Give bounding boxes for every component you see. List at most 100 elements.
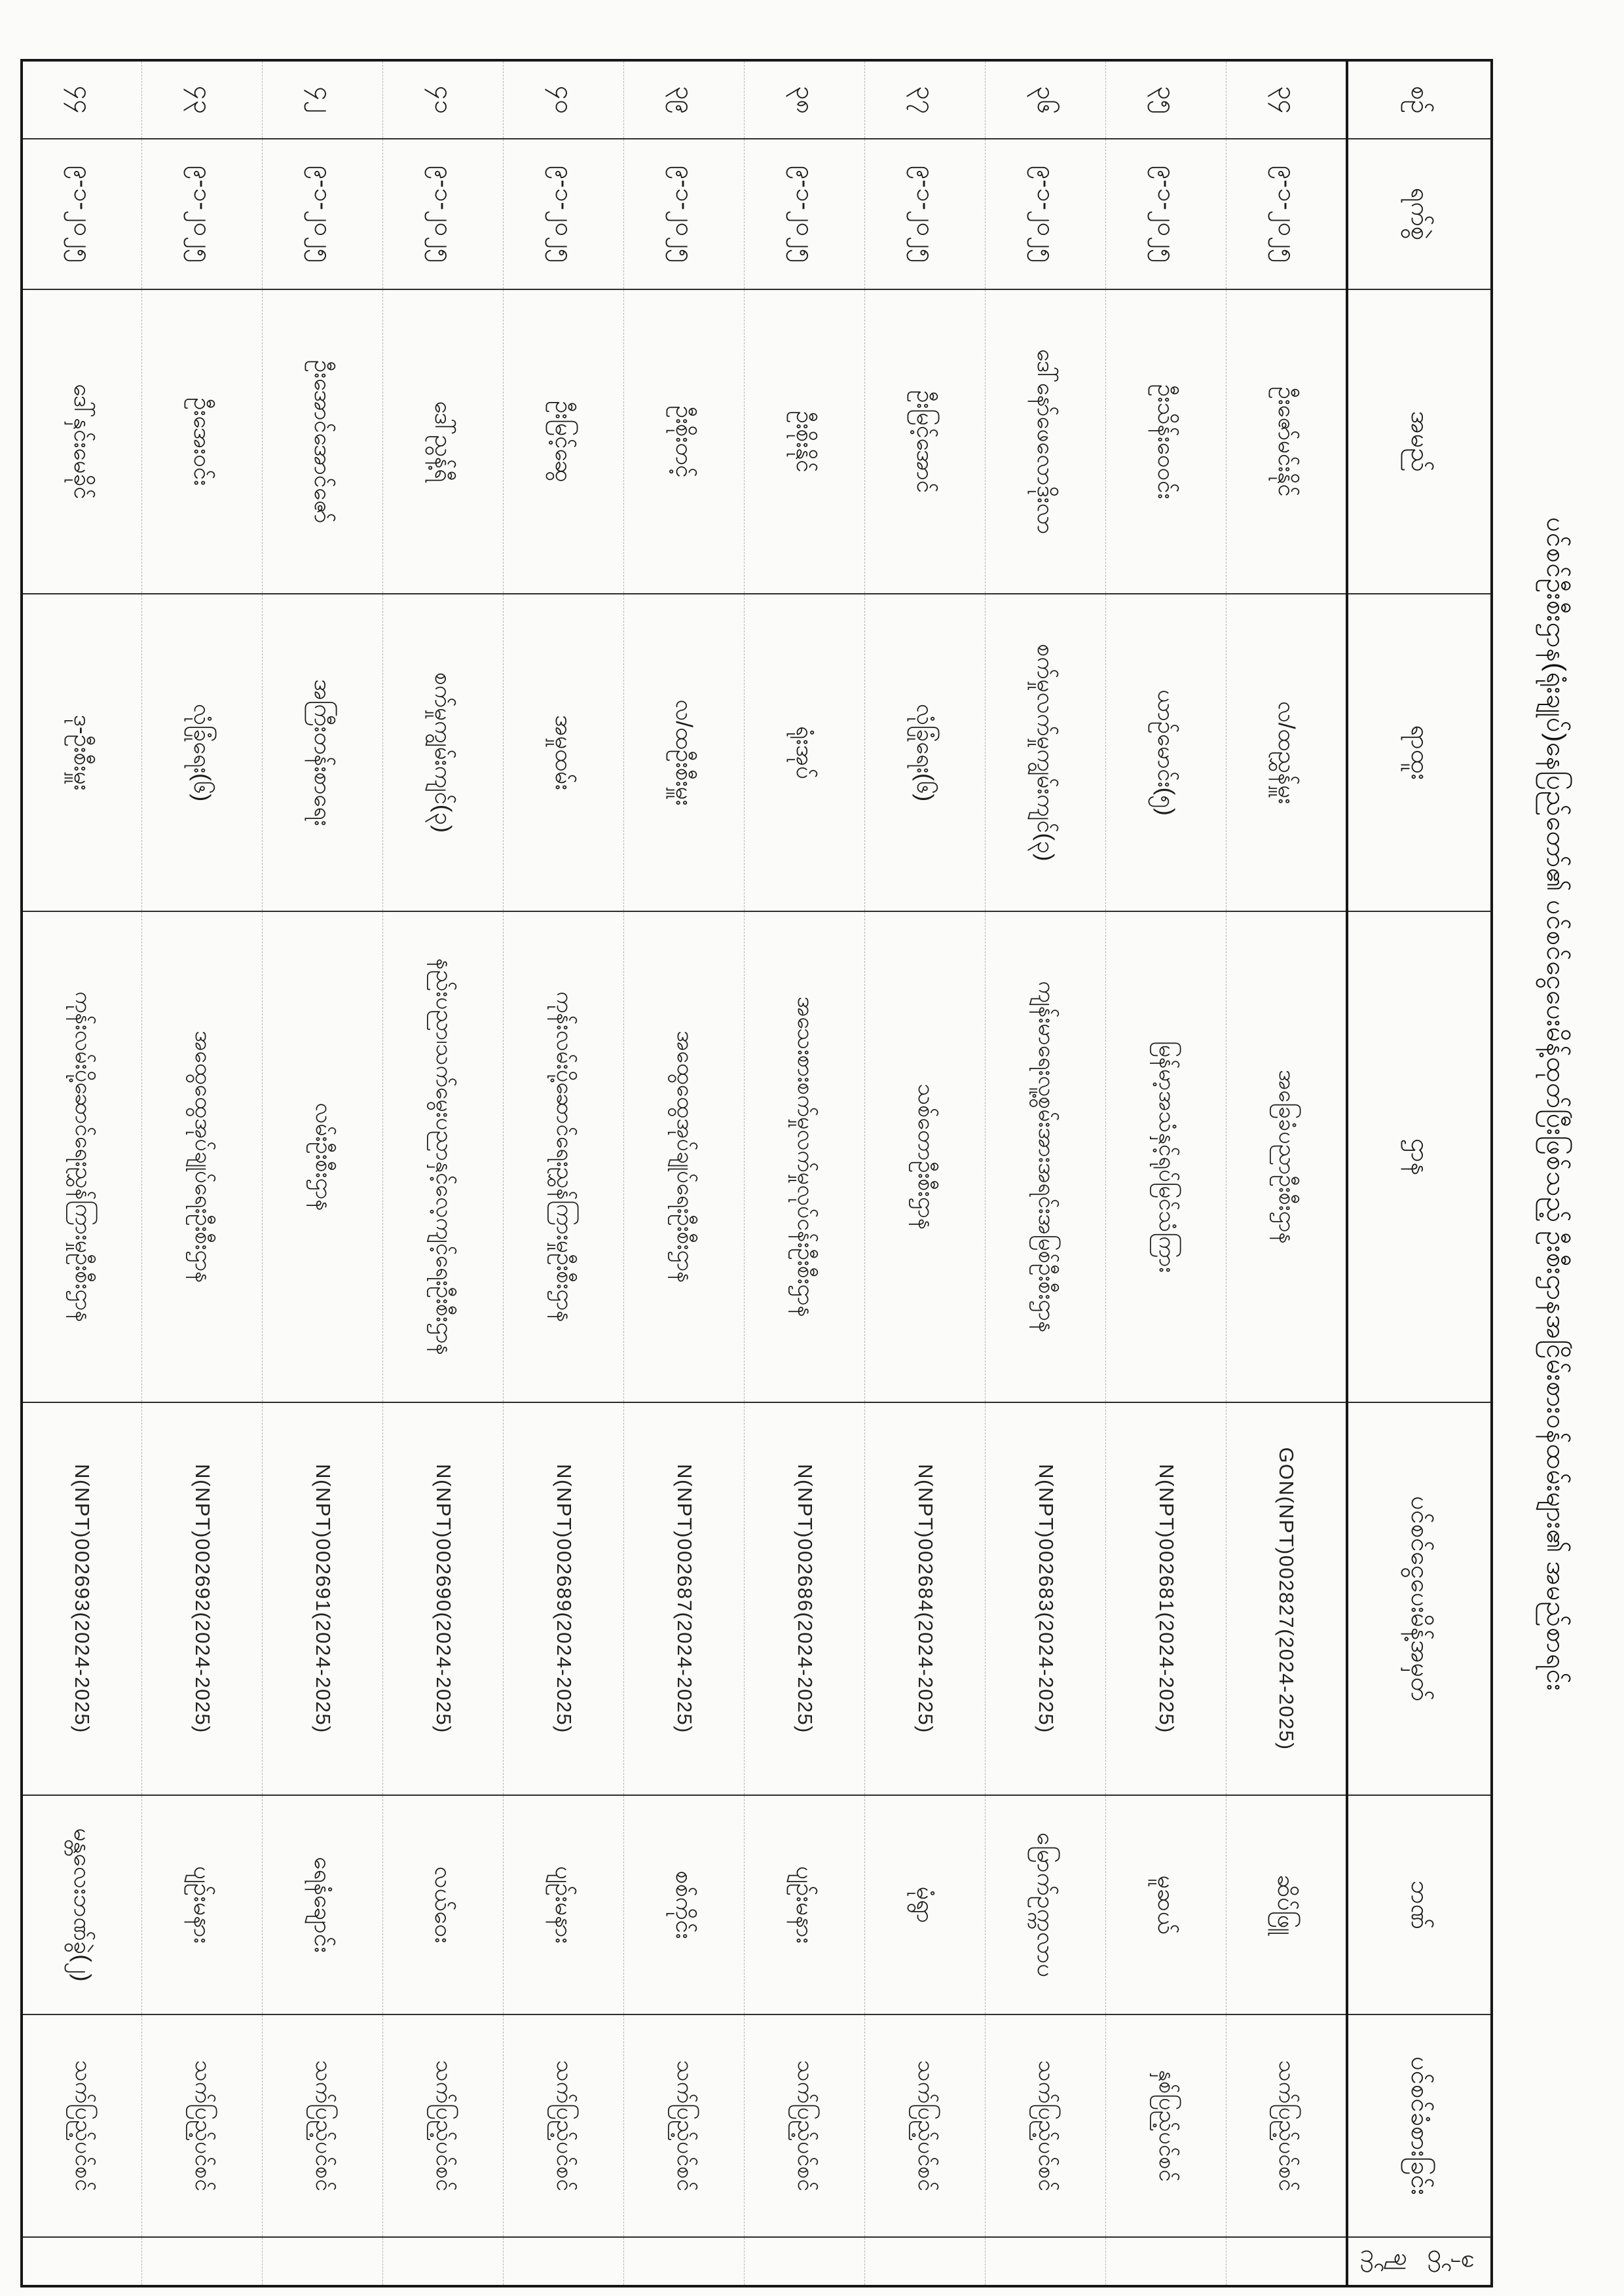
document-title: ပင်စင်ဦးစီးဌာန(ရုံးချုပ်)နေပြည်တော်၏ ပင်…	[1541, 517, 1570, 1692]
cell-type: သက်ပြည့်ပင်စင်	[864, 2014, 986, 2237]
cell-type: သက်ပြည့်ပင်စင်	[985, 2014, 1106, 2237]
cell-date: ၉-၁-၂၀၂၅	[1226, 139, 1347, 289]
cell-type: နှစ်ပြည့်ပင်စင်	[1105, 2014, 1227, 2237]
table-row: ၄၀ ၉-၁-၂၀၂၅ ဦးမြင့်ဆွေ အမှုထမ်း ကုန်းလမ်းပို…	[503, 60, 624, 2286]
cell-no: ၄၀	[503, 60, 624, 139]
table-header: စဉ် ရက်စွဲ အမည် ရာထူး ဌာန ပင်စင်ငွေပေးမိန့်အမ…	[1346, 60, 1492, 2286]
cell-bank: မုံရွာ	[864, 1795, 986, 2014]
cell-position: စက်မှုကျွမ်းကျင်(၃)	[382, 594, 504, 911]
cell-order_no: N(NPT)002690(2024-2025)	[382, 1402, 504, 1795]
table-wrapper: စဉ် ရက်စွဲ အမည် ရာထူး ဌာန ပင်စင်ငွေပေးမိန့်အမ…	[20, 59, 1493, 2287]
column-header-dept: ဌာန	[1346, 911, 1492, 1402]
column-header-no: စဉ်	[1346, 60, 1492, 139]
cell-dept: အခြေခံပညာဦးစီးဌာန	[1226, 911, 1347, 1402]
cell-bank: ပျဉ်းမနား	[141, 1795, 263, 2014]
cell-date: ၉-၁-၂၀၂၅	[503, 139, 624, 289]
table-row: ၄၃ ၉-၁-၂၀၂၅ ဦးအေးဝင်း လုံခြုံရေး(၆) အထွေထွေအ…	[141, 60, 263, 2286]
cell-type: သက်ပြည့်ပင်စင်	[1226, 2014, 1347, 2237]
cell-remark	[382, 2237, 504, 2286]
column-header-date: ရက်စွဲ	[1346, 139, 1492, 289]
cell-order_no: N(NPT)002687(2024-2025)	[623, 1402, 745, 1795]
cell-no: ၃၆	[985, 60, 1106, 139]
cell-bank: စစ်ကိုင်း	[623, 1795, 745, 2014]
cell-bank: မူဆယ်	[1105, 1795, 1227, 2014]
cell-type: သက်ပြည့်ပင်စင်	[503, 2014, 624, 2237]
cell-remark	[1105, 2237, 1227, 2286]
cell-date: ၉-၁-၂၀၂၅	[262, 139, 383, 289]
cell-dept: ကုန်းလမ်းပို့ဆောင်ရေးညွှန်ကြားမှုဦးစီးဌာ…	[503, 911, 624, 1402]
cell-no: ၄၂	[262, 60, 383, 139]
cell-type: သက်ပြည့်ပင်စင်	[262, 2014, 383, 2237]
cell-order_no: N(NPT)002681(2024-2025)	[1105, 1402, 1227, 1795]
cell-bank: ဆိပ်ဖြူ	[1226, 1795, 1347, 2014]
cell-dept: မြန်မာ့အသံနှင့်ရုပ်မြင်သံကြား	[1105, 911, 1227, 1402]
cell-no: ၃၉	[623, 60, 745, 139]
cell-date: ၉-၁-၂၀၂၅	[864, 139, 986, 289]
cell-type: သက်ပြည့်ပင်စင်	[141, 2014, 263, 2237]
cell-remark	[623, 2237, 745, 2286]
cell-date: ၉-၁-၂၀၂၅	[985, 139, 1106, 289]
cell-remark	[262, 2237, 383, 2286]
cell-name: ဦးစိုးတင့်	[623, 289, 745, 594]
cell-bank: ပျဉ်းမနား	[744, 1795, 865, 2014]
cell-dept: လမ်းဦးစီးဌာန	[262, 911, 383, 1402]
cell-order_no: N(NPT)002692(2024-2025)	[141, 1402, 263, 1795]
cell-type: သက်ပြည့်ပင်စင်	[382, 2014, 504, 2237]
pension-table: စဉ် ရက်စွဲ အမည် ရာထူး ဌာန ပင်စင်ငွေပေးမိန့်အမ…	[20, 59, 1493, 2287]
cell-name: ဦးမြင့်ဆွေ	[503, 289, 624, 594]
column-header-name: အမည်	[1346, 289, 1492, 594]
cell-bank: လယ်ဝေး	[382, 1795, 504, 2014]
cell-remark	[1226, 2237, 1347, 2286]
cell-date: ၉-၁-၂၀၂၅	[623, 139, 745, 289]
cell-name: ဒေါ်နှင်းမေခိုင်	[21, 289, 142, 594]
cell-order_no: N(NPT)002683(2024-2025)	[985, 1402, 1106, 1795]
cell-type: သက်ပြည့်ပင်စင်	[21, 2014, 142, 2237]
cell-name: ဦးသိန်းဝေဝင်း	[1105, 289, 1227, 594]
cell-name: ဦးစိုးနိုင်	[744, 289, 865, 594]
cell-order_no: N(NPT)002693(2024-2025)	[21, 1402, 142, 1795]
cell-name: ဦးမြင့်အောင်	[864, 289, 986, 594]
cell-order_no: N(NPT)002684(2024-2025)	[864, 1402, 986, 1795]
cell-type: သက်ပြည့်ပင်စင်	[744, 2014, 865, 2237]
table-row: ၃၅ ၉-၁-၂၀၂၅ ဦးသိန်းဝေဝင်း ယာဉ်မောင်း(၅) မြန်…	[1105, 60, 1227, 2286]
table-row: ၄၁ ၉-၁-၂၀၂၅ ဒေါ်ညွန့်ရီ စက်မှုကျွမ်းကျင်(၃)…	[382, 60, 504, 2286]
table-row: ၄၄ ၉-၁-၂၀၂၅ ဒေါ်နှင်းမေခိုင် ဒု-ဦးစီးမှူး ကု…	[21, 60, 142, 2286]
cell-bank: ရေနံချောင်း	[262, 1795, 383, 2014]
cell-position: ဒု-ဦးစီးမှူး	[21, 594, 142, 911]
cell-no: ၃၅	[1105, 60, 1227, 139]
cell-dept: အထွေထွေအုပ်ချုပ်ရေးဦးစီးဌာန	[141, 911, 263, 1402]
cell-no: ၃၇	[864, 60, 986, 139]
cell-remark	[141, 2237, 263, 2286]
cell-order_no: GON(NPT)002827(2024-2025)	[1226, 1402, 1347, 1795]
cell-dept: နည်းပညာ၊သက်မွေးပညာနှင့်လေ့ကျင့်ရေးဦးစီးဌ…	[382, 911, 504, 1402]
header-row: စဉ် ရက်စွဲ အမည် ရာထူး ဌာန ပင်စင်ငွေပေးမိန့်အမ…	[1346, 60, 1492, 2286]
cell-date: ၉-၁-၂၀၂၅	[141, 139, 263, 289]
cell-position: လုံခြုံရေး(၆)	[141, 594, 263, 911]
table-row: ၃၇ ၉-၁-၂၀၂၅ ဦးမြင့်အောင် လုံခြုံရေး(၆) သစ်တေ…	[864, 60, 986, 2286]
cell-remark	[985, 2237, 1106, 2286]
cell-date: ၉-၁-၂၀၂၅	[382, 139, 504, 289]
table-row: ၃၆ ၉-၁-၂၀၂၅ ဒေါ်နော်ဖေလောဒိုးလာ စက်မှုလက်မှ…	[985, 60, 1106, 2286]
cell-position: ယာဉ်မောင်း(၅)	[1105, 594, 1227, 911]
cell-date: ၉-၁-၂၀၂၅	[744, 139, 865, 289]
cell-name: ဒေါ်နော်ဖေလောဒိုးလာ	[985, 289, 1106, 594]
table-row: ၃၈ ၉-၁-၂၀၂၅ ဦးစိုးနိုင် ရုံးအုပ် အသေးစားစက်မ…	[744, 60, 865, 2286]
cell-position: ရုံးအုပ်	[744, 594, 865, 911]
cell-position: လ/ထညွှန်မှူး	[1226, 594, 1347, 911]
cell-dept: ကုန်းလမ်းပို့ဆောင်ရေးညွှန်ကြားမှုဦးစီးဌာ…	[21, 911, 142, 1402]
cell-no: ၄၄	[21, 60, 142, 139]
cell-no: ၄၃	[141, 60, 263, 139]
cell-position: လုံခြုံရေး(၆)	[864, 594, 986, 911]
rotated-sheet: ပင်စင်ဦးစီးဌာန(ရုံးချုပ်)နေပြည်တော်၏ ပင်…	[20, 59, 1578, 2287]
column-header-bank: ဘဏ်	[1346, 1795, 1492, 2014]
cell-name: ဦးအောင်အောင်ဇော်	[262, 289, 383, 594]
cell-bank: မန္တလေးဘဏ်ခွဲ(၂)	[21, 1795, 142, 2014]
cell-order_no: N(NPT)002689(2024-2025)	[503, 1402, 624, 1795]
table-row: ၃၉ ၉-၁-၂၀၂၅ ဦးစိုးတင့် လ/ထဦးစီးမှူး အထွေထွေအ…	[623, 60, 745, 2286]
cell-bank: ပျဉ်းမနား	[503, 1795, 624, 2014]
cell-type: သက်ပြည့်ပင်စင်	[623, 2014, 745, 2237]
column-header-remark: မှတ်ချက်	[1346, 2237, 1492, 2286]
cell-position: အကြီးတန်းစာရေး	[262, 594, 383, 911]
cell-dept: သစ်တောဦးစီးဌာန	[864, 911, 986, 1402]
